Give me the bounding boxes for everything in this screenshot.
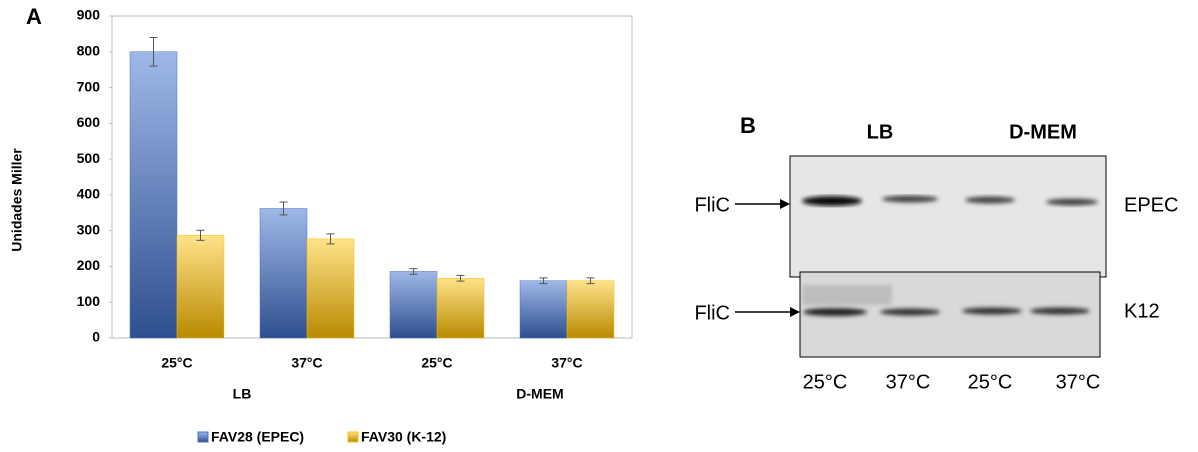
strain-label: K12: [1124, 300, 1160, 322]
figure: A Unidades Miller LB D-MEM B LB D-MEM Fl…: [0, 0, 1198, 452]
y-tick-label: 200: [77, 257, 101, 273]
bar: [307, 239, 354, 338]
lane-label: 25°C: [803, 371, 848, 393]
arrow-head: [780, 199, 790, 209]
legend-label: FAV28 (EPEC): [211, 429, 304, 445]
page: A Unidades Miller LB D-MEM B LB D-MEM Fl…: [0, 0, 1198, 452]
protein-label: FliC: [694, 194, 730, 216]
y-tick-label: 800: [77, 42, 101, 58]
y-axis-label: Unidades Miller: [9, 148, 25, 252]
arrow-head: [790, 307, 800, 317]
medium-label: LB: [867, 121, 894, 143]
group-label: LB: [233, 386, 252, 402]
protein-label: FliC: [694, 302, 730, 324]
bar: [520, 281, 567, 338]
x-tick-label: 37°C: [291, 355, 322, 371]
bar: [437, 278, 484, 338]
y-tick-label: 300: [77, 221, 101, 237]
y-tick-label: 0: [92, 329, 100, 345]
y-tick-label: 700: [77, 78, 101, 94]
lane-label: 37°C: [1056, 371, 1101, 393]
bar: [177, 235, 224, 338]
lane-label: 25°C: [968, 371, 1013, 393]
bar: [260, 208, 307, 338]
x-tick-label: 37°C: [551, 355, 582, 371]
bar: [130, 52, 177, 338]
x-tick-label: 25°C: [421, 355, 452, 371]
legend-label: FAV30 (K-12): [361, 429, 446, 445]
x-tick-label: 25°C: [161, 355, 192, 371]
y-tick-label: 900: [77, 7, 101, 23]
medium-label: D-MEM: [1009, 121, 1077, 143]
y-tick-label: 100: [77, 293, 101, 309]
legend-swatch: [198, 432, 208, 442]
strain-label: EPEC: [1124, 194, 1178, 216]
lane-label: 37°C: [886, 371, 931, 393]
panel-label: A: [26, 4, 42, 29]
y-tick-label: 400: [77, 186, 101, 202]
y-tick-label: 500: [77, 150, 101, 166]
group-label: D-MEM: [516, 386, 563, 402]
panel-label: B: [740, 113, 756, 138]
y-tick-label: 600: [77, 114, 101, 130]
bar: [567, 281, 614, 338]
legend-swatch: [348, 432, 358, 442]
bar: [390, 271, 437, 338]
blot-epec: [790, 156, 1106, 277]
